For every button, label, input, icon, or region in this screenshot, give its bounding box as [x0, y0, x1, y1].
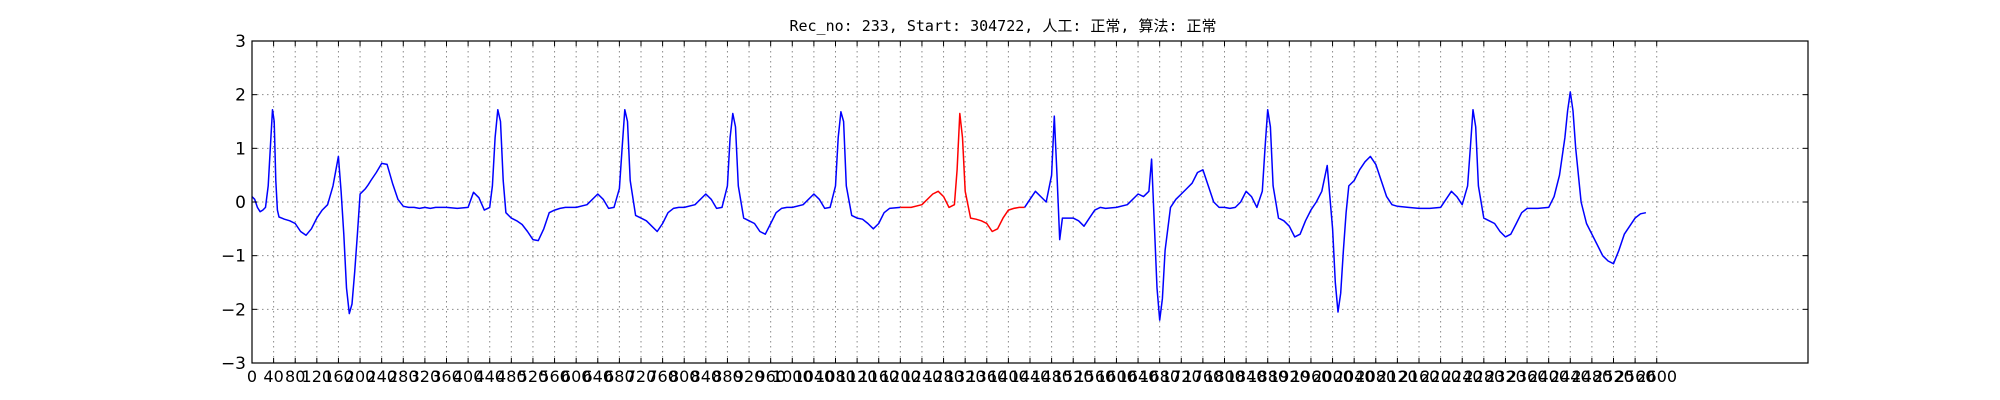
ecg-series-line-3	[1023, 91, 1647, 321]
x-tick-label: 2600	[1636, 367, 1677, 386]
x-tick-label: 1800	[1204, 367, 1245, 386]
x-tick-label: 0	[247, 367, 257, 386]
grid-lines	[252, 41, 1808, 363]
x-tick-label: 680	[604, 367, 635, 386]
x-tick-label: 1880	[1247, 367, 1288, 386]
x-tick-label: 1400	[988, 367, 1029, 386]
x-tick-label: 1160	[858, 367, 899, 386]
axis-ticks: 0 40 8012016020024028032036040044048052056…	[221, 32, 1808, 386]
x-tick-label: 1240	[902, 367, 943, 386]
x-tick-label: 2520	[1593, 367, 1634, 386]
x-tick-label: 1960	[1291, 367, 1332, 386]
x-tick-label: 520	[518, 367, 549, 386]
x-tick-label: 1480	[1031, 367, 1072, 386]
x-tick-label: 320	[410, 367, 441, 386]
x-tick-label: 1320	[945, 367, 986, 386]
x-tick-label: 1280	[923, 367, 964, 386]
x-tick-label: 2440	[1550, 367, 1591, 386]
x-tick-label: 800	[669, 367, 700, 386]
x-tick-label: 1600	[1096, 367, 1137, 386]
x-tick-label: 2560	[1615, 367, 1656, 386]
x-tick-label: 2200	[1420, 367, 1461, 386]
x-tick-label: 2280	[1463, 367, 1504, 386]
x-tick-label: 2000	[1312, 367, 1353, 386]
x-tick-label: 1360	[966, 367, 1007, 386]
x-tick-label: 200	[345, 367, 376, 386]
x-tick-label: 80	[285, 367, 305, 386]
x-tick-label: 1000	[772, 367, 813, 386]
x-tick-label: 920	[734, 367, 765, 386]
x-tick-label: 1440	[1010, 367, 1051, 386]
x-tick-label: 720	[626, 367, 657, 386]
x-tick-label: 280	[388, 367, 419, 386]
x-tick-label: 40	[263, 367, 283, 386]
x-tick-label: 600	[561, 367, 592, 386]
series-lines	[251, 91, 1647, 321]
y-tick-label: 2	[235, 86, 246, 106]
x-tick-label: 1520	[1053, 367, 1094, 386]
x-tick-label: 1120	[837, 367, 878, 386]
x-tick-label: 960	[755, 367, 786, 386]
x-tick-label: 120	[302, 367, 333, 386]
y-tick-label: −1	[221, 247, 246, 267]
x-tick-label: 1920	[1269, 367, 1310, 386]
x-tick-label: 2480	[1572, 367, 1613, 386]
x-tick-label: 1680	[1139, 367, 1180, 386]
y-tick-label: −3	[221, 354, 246, 374]
x-tick-label: 2120	[1377, 367, 1418, 386]
x-tick-label: 1760	[1183, 367, 1224, 386]
x-tick-label: 400	[453, 367, 484, 386]
x-tick-label: 2400	[1528, 367, 1569, 386]
x-tick-label: 480	[496, 367, 527, 386]
x-tick-label: 1560	[1074, 367, 1115, 386]
x-tick-label: 1720	[1161, 367, 1202, 386]
y-tick-label: 1	[235, 139, 246, 159]
x-tick-label: 640	[583, 367, 614, 386]
chart-title: Rec_no: 233, Start: 304722, 人工: 正常, 算法: …	[789, 17, 1216, 35]
x-tick-label: 2160	[1399, 367, 1440, 386]
x-tick-label: 440	[474, 367, 505, 386]
x-tick-label: 360	[431, 367, 462, 386]
x-tick-label: 2040	[1334, 367, 1375, 386]
x-tick-label: 760	[647, 367, 678, 386]
x-tick-label: 1080	[815, 367, 856, 386]
x-tick-label: 160	[323, 367, 354, 386]
ecg-series-line-1	[251, 108, 901, 315]
x-tick-label: 1200	[880, 367, 921, 386]
x-tick-label: 1840	[1226, 367, 1267, 386]
x-tick-label: 2360	[1507, 367, 1548, 386]
x-tick-label: 880	[712, 367, 743, 386]
x-tick-label: 2320	[1485, 367, 1526, 386]
x-tick-label: 1040	[794, 367, 835, 386]
x-tick-label: 2080	[1355, 367, 1396, 386]
x-tick-label: 2240	[1442, 367, 1483, 386]
x-tick-label: 240	[366, 367, 397, 386]
x-tick-label: 1640	[1118, 367, 1159, 386]
x-tick-label: 840	[691, 367, 722, 386]
x-tick-label: 560	[539, 367, 570, 386]
y-tick-label: −2	[221, 300, 246, 320]
y-tick-label: 0	[235, 193, 246, 213]
ecg-series-line-2	[900, 112, 1025, 233]
y-tick-label: 3	[235, 32, 246, 52]
